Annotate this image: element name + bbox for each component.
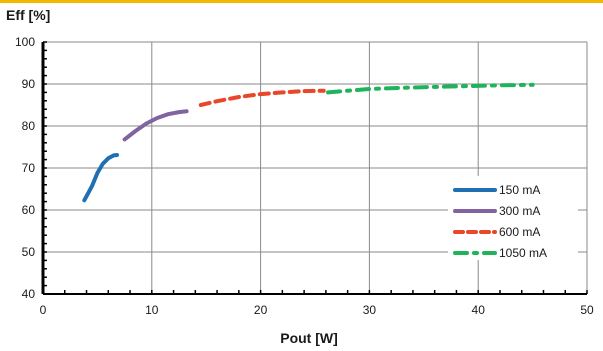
x-tick-label: 0 — [40, 303, 47, 317]
series-line-300ma — [122, 109, 189, 142]
y-tick-label: 60 — [22, 203, 36, 217]
series-line-600ma — [198, 88, 326, 107]
y-tick-label: 80 — [22, 119, 36, 133]
tick-labels: 0 10 20 30 40 50 40 50 60 70 80 90 100 — [15, 35, 594, 317]
x-tick-label: 50 — [580, 303, 594, 317]
y-tick-label: 50 — [22, 245, 36, 259]
top-accent-line — [0, 0, 603, 3]
series-line-1050ma — [326, 82, 535, 95]
x-tick-label: 10 — [145, 303, 159, 317]
legend-label-300ma: 300 mA — [499, 204, 540, 218]
legend-label-600ma: 600 mA — [499, 225, 540, 239]
axes — [41, 41, 588, 295]
series-line-150ma — [82, 153, 119, 203]
y-tick-label: 70 — [22, 161, 36, 175]
x-axis-title: Pout [W] — [280, 330, 338, 346]
x-tick-label: 40 — [472, 303, 486, 317]
y-tick-label: 90 — [22, 77, 36, 91]
y-axis-title: Eff [%] — [6, 7, 50, 23]
x-tick-label: 30 — [363, 303, 377, 317]
y-tick-label: 40 — [22, 287, 36, 301]
x-tick-label: 20 — [254, 303, 268, 317]
legend-label-150ma: 150 mA — [499, 183, 540, 197]
series-lines — [82, 82, 535, 203]
y-tick-label: 100 — [15, 35, 35, 49]
legend: 150 mA 300 mA 600 mA 1050 mA — [448, 176, 578, 260]
legend-label-1050ma: 1050 mA — [499, 246, 547, 260]
